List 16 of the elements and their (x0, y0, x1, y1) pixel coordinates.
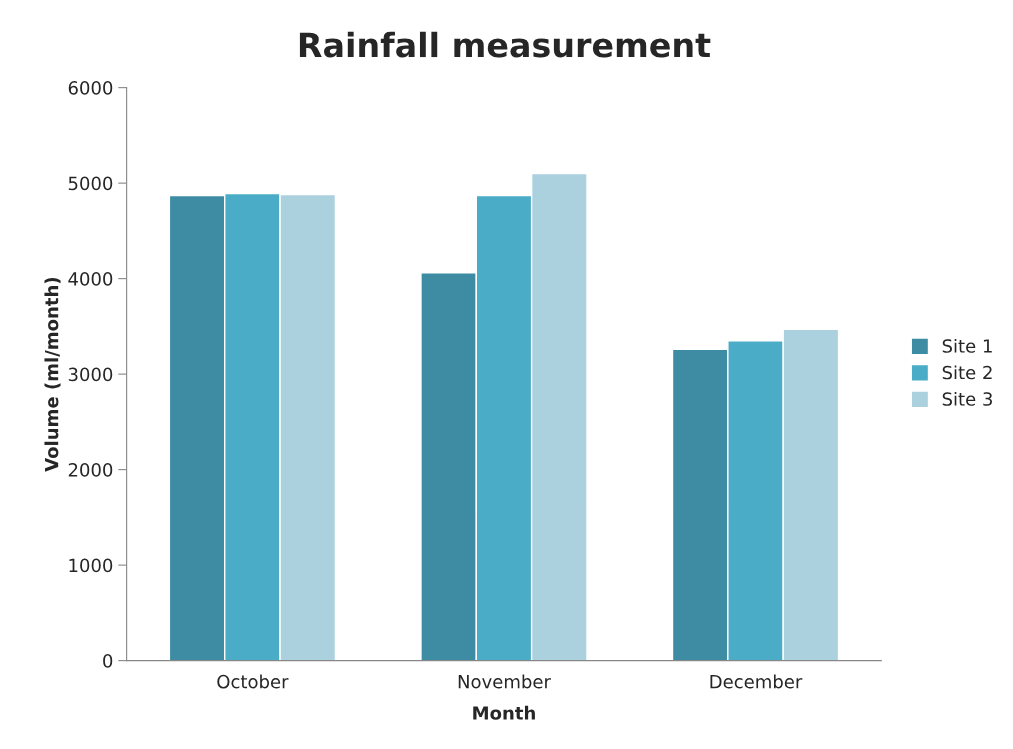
y-tick-label: 0 (103, 654, 113, 668)
y-tick-label: 4000 (68, 272, 113, 286)
x-tick-label: October (217, 674, 289, 689)
x-tick-label: December (710, 674, 803, 689)
y-tick-label: 2000 (68, 463, 113, 477)
legend-label: Site 3 (942, 391, 992, 406)
chart-title: Rainfall measurement (299, 31, 711, 58)
y-axis-title: Volume (ml/month) (44, 277, 61, 472)
legend-label: Site 1 (942, 338, 992, 353)
y-tick-label: 1000 (69, 558, 113, 573)
legend-label: Site 2 (942, 365, 992, 380)
x-axis-title: Month (473, 705, 535, 720)
y-tick-label: 6000 (68, 81, 113, 95)
x-tick-label: November (458, 674, 551, 689)
y-tick-label: 3000 (68, 367, 113, 382)
y-tick-label: 5000 (68, 176, 113, 191)
